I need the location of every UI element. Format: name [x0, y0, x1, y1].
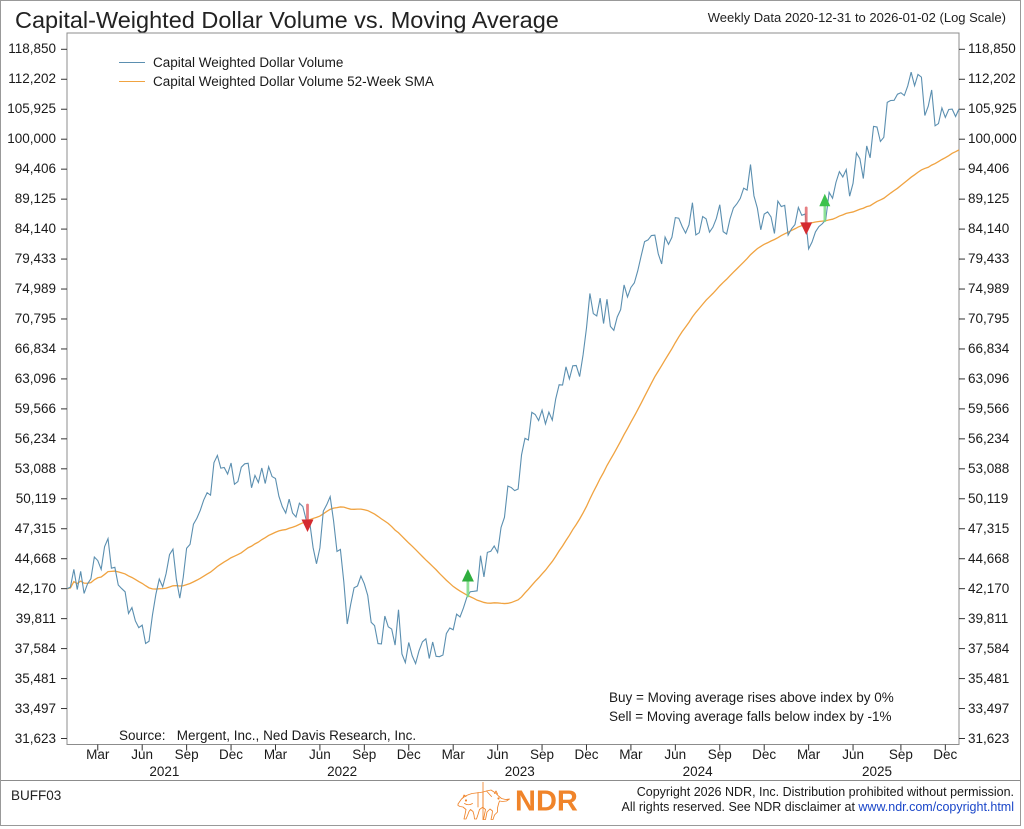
- svg-text:NDR: NDR: [515, 786, 578, 818]
